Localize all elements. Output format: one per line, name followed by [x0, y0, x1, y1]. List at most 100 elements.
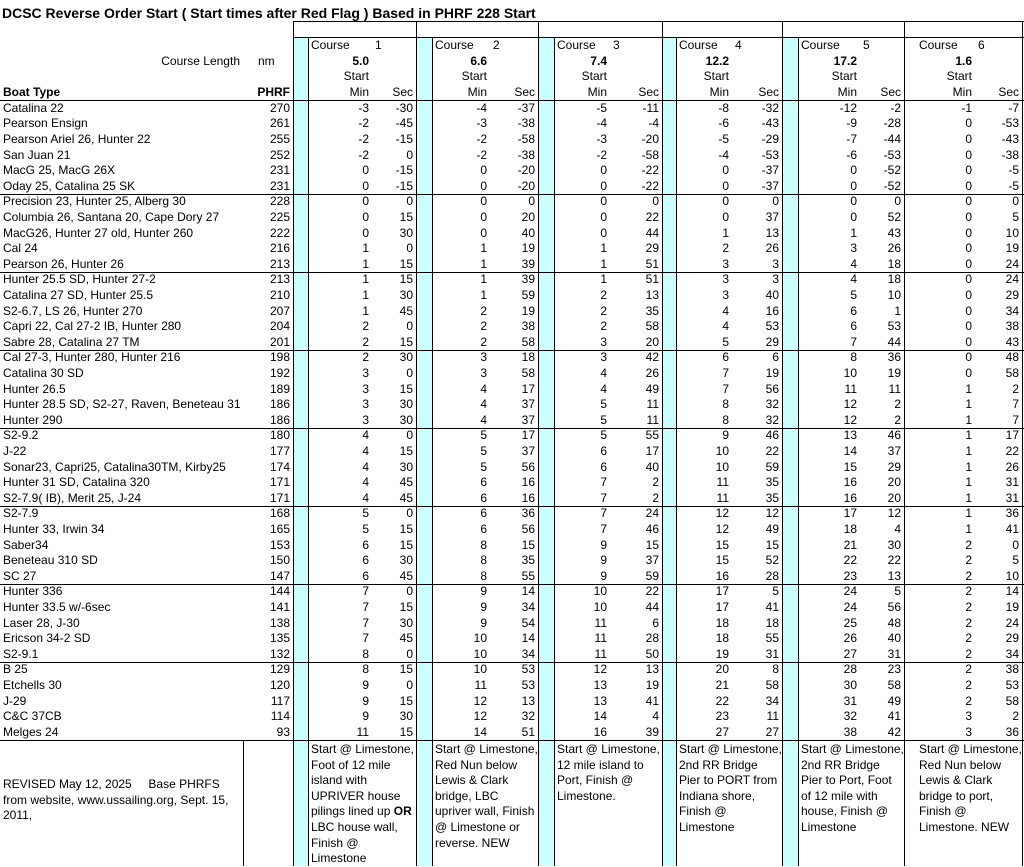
boat-type: Melges 24 — [3, 724, 59, 739]
start-min: 3 — [362, 397, 369, 412]
title: DCSC Reverse Order Start ( Start times a… — [2, 5, 536, 21]
boat-type: Beneteau 310 SD — [3, 553, 98, 568]
row-border — [0, 194, 1024, 196]
start-min: 3 — [480, 366, 487, 380]
start-min: 0 — [362, 210, 369, 224]
row-border — [0, 100, 1024, 101]
start-min: 8 — [722, 412, 729, 427]
start-min: 0 — [362, 178, 369, 193]
start-sec: 19 — [1005, 600, 1019, 614]
course-number: 5 — [863, 38, 870, 52]
start-sec: 11 — [888, 381, 901, 396]
start-min: 3 — [722, 256, 729, 271]
boat-type: C&C 37CB — [3, 709, 62, 724]
start-min: 0 — [480, 178, 487, 193]
start-min: 13 — [593, 693, 607, 708]
start-min: 0 — [965, 303, 972, 318]
start-min: 5 — [480, 444, 487, 458]
start-sec: 0 — [406, 366, 413, 380]
start-sec: 15 — [399, 334, 413, 349]
start-sec: 15 — [399, 662, 413, 677]
course-label: Course — [801, 38, 840, 52]
start-min: 0 — [722, 178, 729, 193]
start-sec: 8 — [772, 662, 779, 677]
start-sec: 30 — [399, 225, 413, 240]
start-min: 3 — [965, 709, 972, 724]
start-min: 1 — [362, 272, 369, 287]
start-sec: -52 — [883, 163, 901, 178]
min-header: Min — [587, 84, 607, 99]
start-sec: 30 — [399, 459, 413, 474]
start-sec: 24 — [645, 506, 659, 521]
course-label: Course — [679, 38, 718, 52]
start-sec: -22 — [641, 163, 659, 178]
phrf: 144 — [269, 584, 290, 599]
start-sec: 22 — [645, 210, 659, 224]
start-min: 0 — [850, 163, 857, 178]
start-sec: 58 — [645, 319, 659, 334]
start-min: 0 — [600, 194, 607, 209]
start-min: -2 — [358, 147, 369, 162]
phrf: 270 — [269, 100, 290, 115]
boat-type: Cal 27-3, Hunter 280, Hunter 216 — [3, 350, 181, 365]
start-sec: 0 — [894, 194, 901, 209]
start-min: 7 — [362, 615, 369, 630]
phrf: 177 — [269, 444, 290, 458]
row-border — [293, 21, 1024, 22]
boat-type: Hunter 25.5 SD, Hunter 27-2 — [3, 272, 156, 287]
boat-type: SC 27 — [3, 568, 37, 583]
boat-type: Hunter 33, Irwin 34 — [3, 522, 105, 536]
boat-type: Columbia 26, Santana 20, Cape Dory 27 — [3, 210, 220, 224]
start-sec: 15 — [399, 537, 413, 552]
start-sec: 39 — [521, 272, 535, 287]
start-sec: 20 — [521, 210, 535, 224]
start-sec: -15 — [395, 178, 413, 193]
boat-type: Catalina 22 — [3, 100, 64, 115]
column-border — [308, 37, 309, 866]
start-min: 30 — [843, 678, 857, 692]
course-length-label: Course Length — [161, 53, 240, 68]
start-min: 9 — [600, 553, 607, 568]
start-sec: 12 — [765, 506, 779, 521]
start-min: 3 — [722, 288, 729, 302]
phrf: 228 — [269, 194, 290, 209]
cyan-stripe — [538, 37, 554, 866]
start-sec: -2 — [890, 100, 901, 115]
start-sec: -38 — [517, 116, 535, 131]
start-sec: 24 — [1005, 272, 1019, 287]
start-sec: 58 — [887, 678, 901, 692]
start-sec: 53 — [521, 662, 535, 677]
start-min: 0 — [362, 225, 369, 240]
start-min: -12 — [839, 100, 857, 115]
start-min: 2 — [965, 584, 972, 599]
start-min: 13 — [593, 678, 607, 692]
start-sec: 49 — [887, 693, 901, 708]
start-min: 11 — [716, 475, 729, 490]
start-min: 3 — [600, 350, 607, 365]
boat-type: S2-9.2 — [3, 428, 39, 443]
phrf: 213 — [269, 272, 290, 287]
start-min: 7 — [850, 334, 857, 349]
start-sec: 32 — [765, 397, 779, 412]
phrf: 216 — [269, 241, 290, 256]
phrf: 153 — [269, 537, 290, 552]
phrf: 147 — [269, 568, 290, 583]
start-min: 7 — [362, 584, 369, 599]
start-sec: 19 — [1005, 241, 1019, 256]
start-sec: 56 — [765, 381, 779, 396]
start-min: 1 — [965, 459, 972, 474]
start-sec: 14 — [521, 631, 535, 646]
note-text: LBC house wall, Finish @ Limestone — [311, 820, 398, 866]
start-sec: 32 — [521, 709, 535, 724]
start-min: 2 — [600, 288, 607, 302]
start-sec: 34 — [521, 646, 535, 661]
start-sec: 30 — [399, 412, 413, 427]
start-sec: -30 — [395, 100, 413, 115]
boat-type: Hunter 26.5 — [3, 381, 66, 396]
start-min: 7 — [600, 506, 607, 521]
sec-header: Sec — [638, 84, 659, 99]
start-min: 18 — [715, 631, 729, 646]
note-text: Start @ Limestone, 2nd RR Bridge Pier to… — [679, 742, 782, 835]
start-sec: 58 — [765, 678, 779, 692]
start-min: 9 — [480, 615, 487, 630]
